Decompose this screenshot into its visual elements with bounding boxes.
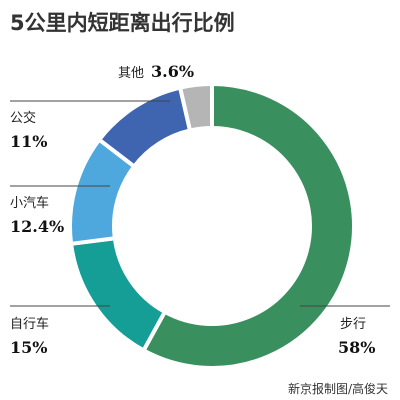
label-bus-name: 公交: [10, 110, 36, 126]
label-car-pct: 12.4%: [10, 217, 64, 236]
label-bus-pct: 11%: [10, 132, 47, 151]
label-bike-name: 自行车: [10, 316, 49, 332]
label-other-name: 其他: [118, 66, 144, 81]
slice-other: [177, 81, 214, 133]
label-other-pct: 3.6%: [151, 62, 194, 81]
slice-bike: [68, 236, 168, 354]
label-walk-pct: 58%: [338, 338, 375, 357]
slice-walk: [140, 81, 356, 370]
donut-slices: [68, 81, 356, 370]
label-bike-pct: 15%: [10, 338, 47, 357]
chart-title: 5公里内短距离出行比例: [10, 11, 235, 35]
label-car-name: 小汽车: [10, 195, 49, 211]
label-walk-name: 步行: [340, 317, 366, 332]
credit-text: 新京报制图/高俊天: [288, 381, 388, 396]
